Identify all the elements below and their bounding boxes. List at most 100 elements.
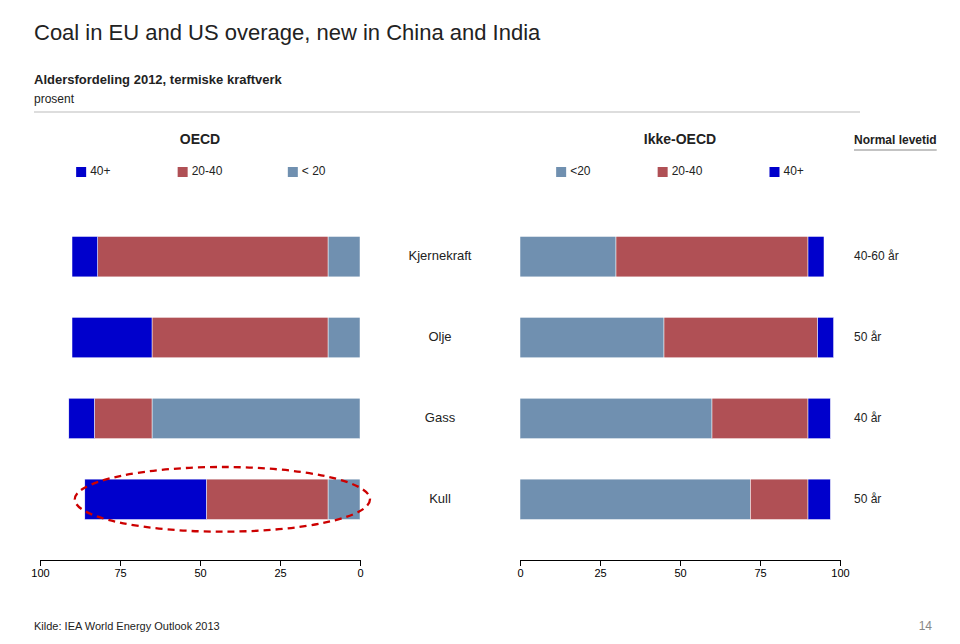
bars <box>69 236 360 519</box>
annotation-underline <box>854 150 937 151</box>
series <box>69 236 207 519</box>
legend-label: 20-40 <box>672 164 703 178</box>
category-label: Kull <box>429 491 451 506</box>
legend-swatch <box>76 167 86 177</box>
highlight-ellipse <box>75 467 370 532</box>
tick-label: 100 <box>31 567 49 579</box>
bar-segment <box>72 236 98 276</box>
tick-label: 25 <box>274 567 286 579</box>
bar-segment <box>98 236 328 276</box>
tick-label: 25 <box>594 567 606 579</box>
tick-mark <box>360 560 361 566</box>
annotation-label: 40-60 år <box>854 249 899 263</box>
legend-item: < 20 <box>288 164 326 178</box>
tick: 75 <box>114 560 126 579</box>
tick: 25 <box>274 560 286 579</box>
legend-item: 20-40 <box>658 164 703 178</box>
tick: 50 <box>674 560 686 579</box>
tick-mark <box>40 560 41 566</box>
annotation-label: 50 år <box>854 492 881 506</box>
bar-segment <box>616 236 808 276</box>
legend-item: 40+ <box>76 164 110 178</box>
tick: 25 <box>594 560 606 579</box>
bar-segment <box>520 398 712 438</box>
bar-segment <box>206 479 328 519</box>
legend: <20 20-40 40+ <box>556 164 804 178</box>
tick: 0 <box>517 560 523 579</box>
tick-mark <box>280 560 281 566</box>
tick-mark <box>600 560 601 566</box>
legend-swatch <box>288 167 298 177</box>
annotation-label: 40 år <box>854 411 881 425</box>
axis-domain <box>41 561 361 567</box>
series <box>520 236 750 519</box>
legend-swatch <box>178 167 188 177</box>
panel: 100 75 50 25 0 <box>31 236 363 578</box>
bar-segment <box>94 398 152 438</box>
series <box>616 236 818 519</box>
tick-label: 75 <box>114 567 126 579</box>
bar-segment <box>664 317 818 357</box>
bar-segment <box>328 236 360 276</box>
subtitle: prosent <box>34 92 75 106</box>
tick-label: 50 <box>194 567 206 579</box>
tick-mark <box>680 560 681 566</box>
annotation-label: 50 år <box>854 330 881 344</box>
legend-label: 40+ <box>90 164 110 178</box>
tick-mark <box>200 560 201 566</box>
annotation-title: Normal levetid <box>854 133 937 147</box>
bar-segment <box>520 317 664 357</box>
category-label: Olje <box>428 329 451 344</box>
legend-label: <20 <box>570 164 591 178</box>
x-axis: 100 75 50 25 0 <box>31 560 363 579</box>
page-number: 14 <box>919 619 933 633</box>
legend-item: 20-40 <box>178 164 223 178</box>
category-label: Kjernekraft <box>409 248 472 263</box>
bar-segment <box>712 398 808 438</box>
bar-segment <box>750 479 808 519</box>
tick-label: 50 <box>674 567 686 579</box>
legend-swatch <box>769 167 779 177</box>
bar-segment <box>808 236 824 276</box>
tick: 75 <box>754 560 766 579</box>
legend-swatch <box>556 167 566 177</box>
tick-mark <box>760 560 761 566</box>
tick-label: 75 <box>754 567 766 579</box>
bars <box>520 236 834 519</box>
tick-label: 100 <box>831 567 849 579</box>
bar-segment <box>520 479 750 519</box>
tick: 50 <box>194 560 206 579</box>
legend-label: 40+ <box>783 164 803 178</box>
series <box>94 236 328 519</box>
source: Kilde: IEA World Energy Outlook 2013 <box>34 620 220 632</box>
panel-title: OECD <box>180 131 220 147</box>
separator <box>34 112 860 113</box>
bar-segment <box>152 398 360 438</box>
tick: 100 <box>831 560 849 579</box>
bar-segment <box>72 317 152 357</box>
x-axis: 0 25 50 75 100 <box>517 560 849 579</box>
axis-domain <box>521 561 841 567</box>
legend-item: 40+ <box>769 164 803 178</box>
bar-segment <box>520 236 616 276</box>
panel: 0 25 50 75 100 <box>517 236 849 578</box>
legend-label: < 20 <box>302 164 326 178</box>
tick: 0 <box>357 560 363 579</box>
category-label: Gass <box>425 410 456 425</box>
bar-segment <box>808 398 830 438</box>
bar-segment <box>808 479 830 519</box>
legend-swatch <box>658 167 668 177</box>
series <box>152 236 360 519</box>
bar-segment <box>818 317 834 357</box>
legend-label: 20-40 <box>192 164 223 178</box>
bar-segment <box>85 479 207 519</box>
legend-item: <20 <box>556 164 591 178</box>
bar-segment <box>152 317 328 357</box>
subtitle: Aldersfordeling 2012, termiske kraftverk <box>34 72 283 87</box>
tick: 100 <box>31 560 49 579</box>
panel-title: Ikke-OECD <box>644 131 716 147</box>
tick-mark <box>840 560 841 566</box>
title: Coal in EU and US overage, new in China … <box>34 20 541 45</box>
chart: Coal in EU and US overage, new in China … <box>0 0 960 644</box>
bar-segment <box>328 317 360 357</box>
